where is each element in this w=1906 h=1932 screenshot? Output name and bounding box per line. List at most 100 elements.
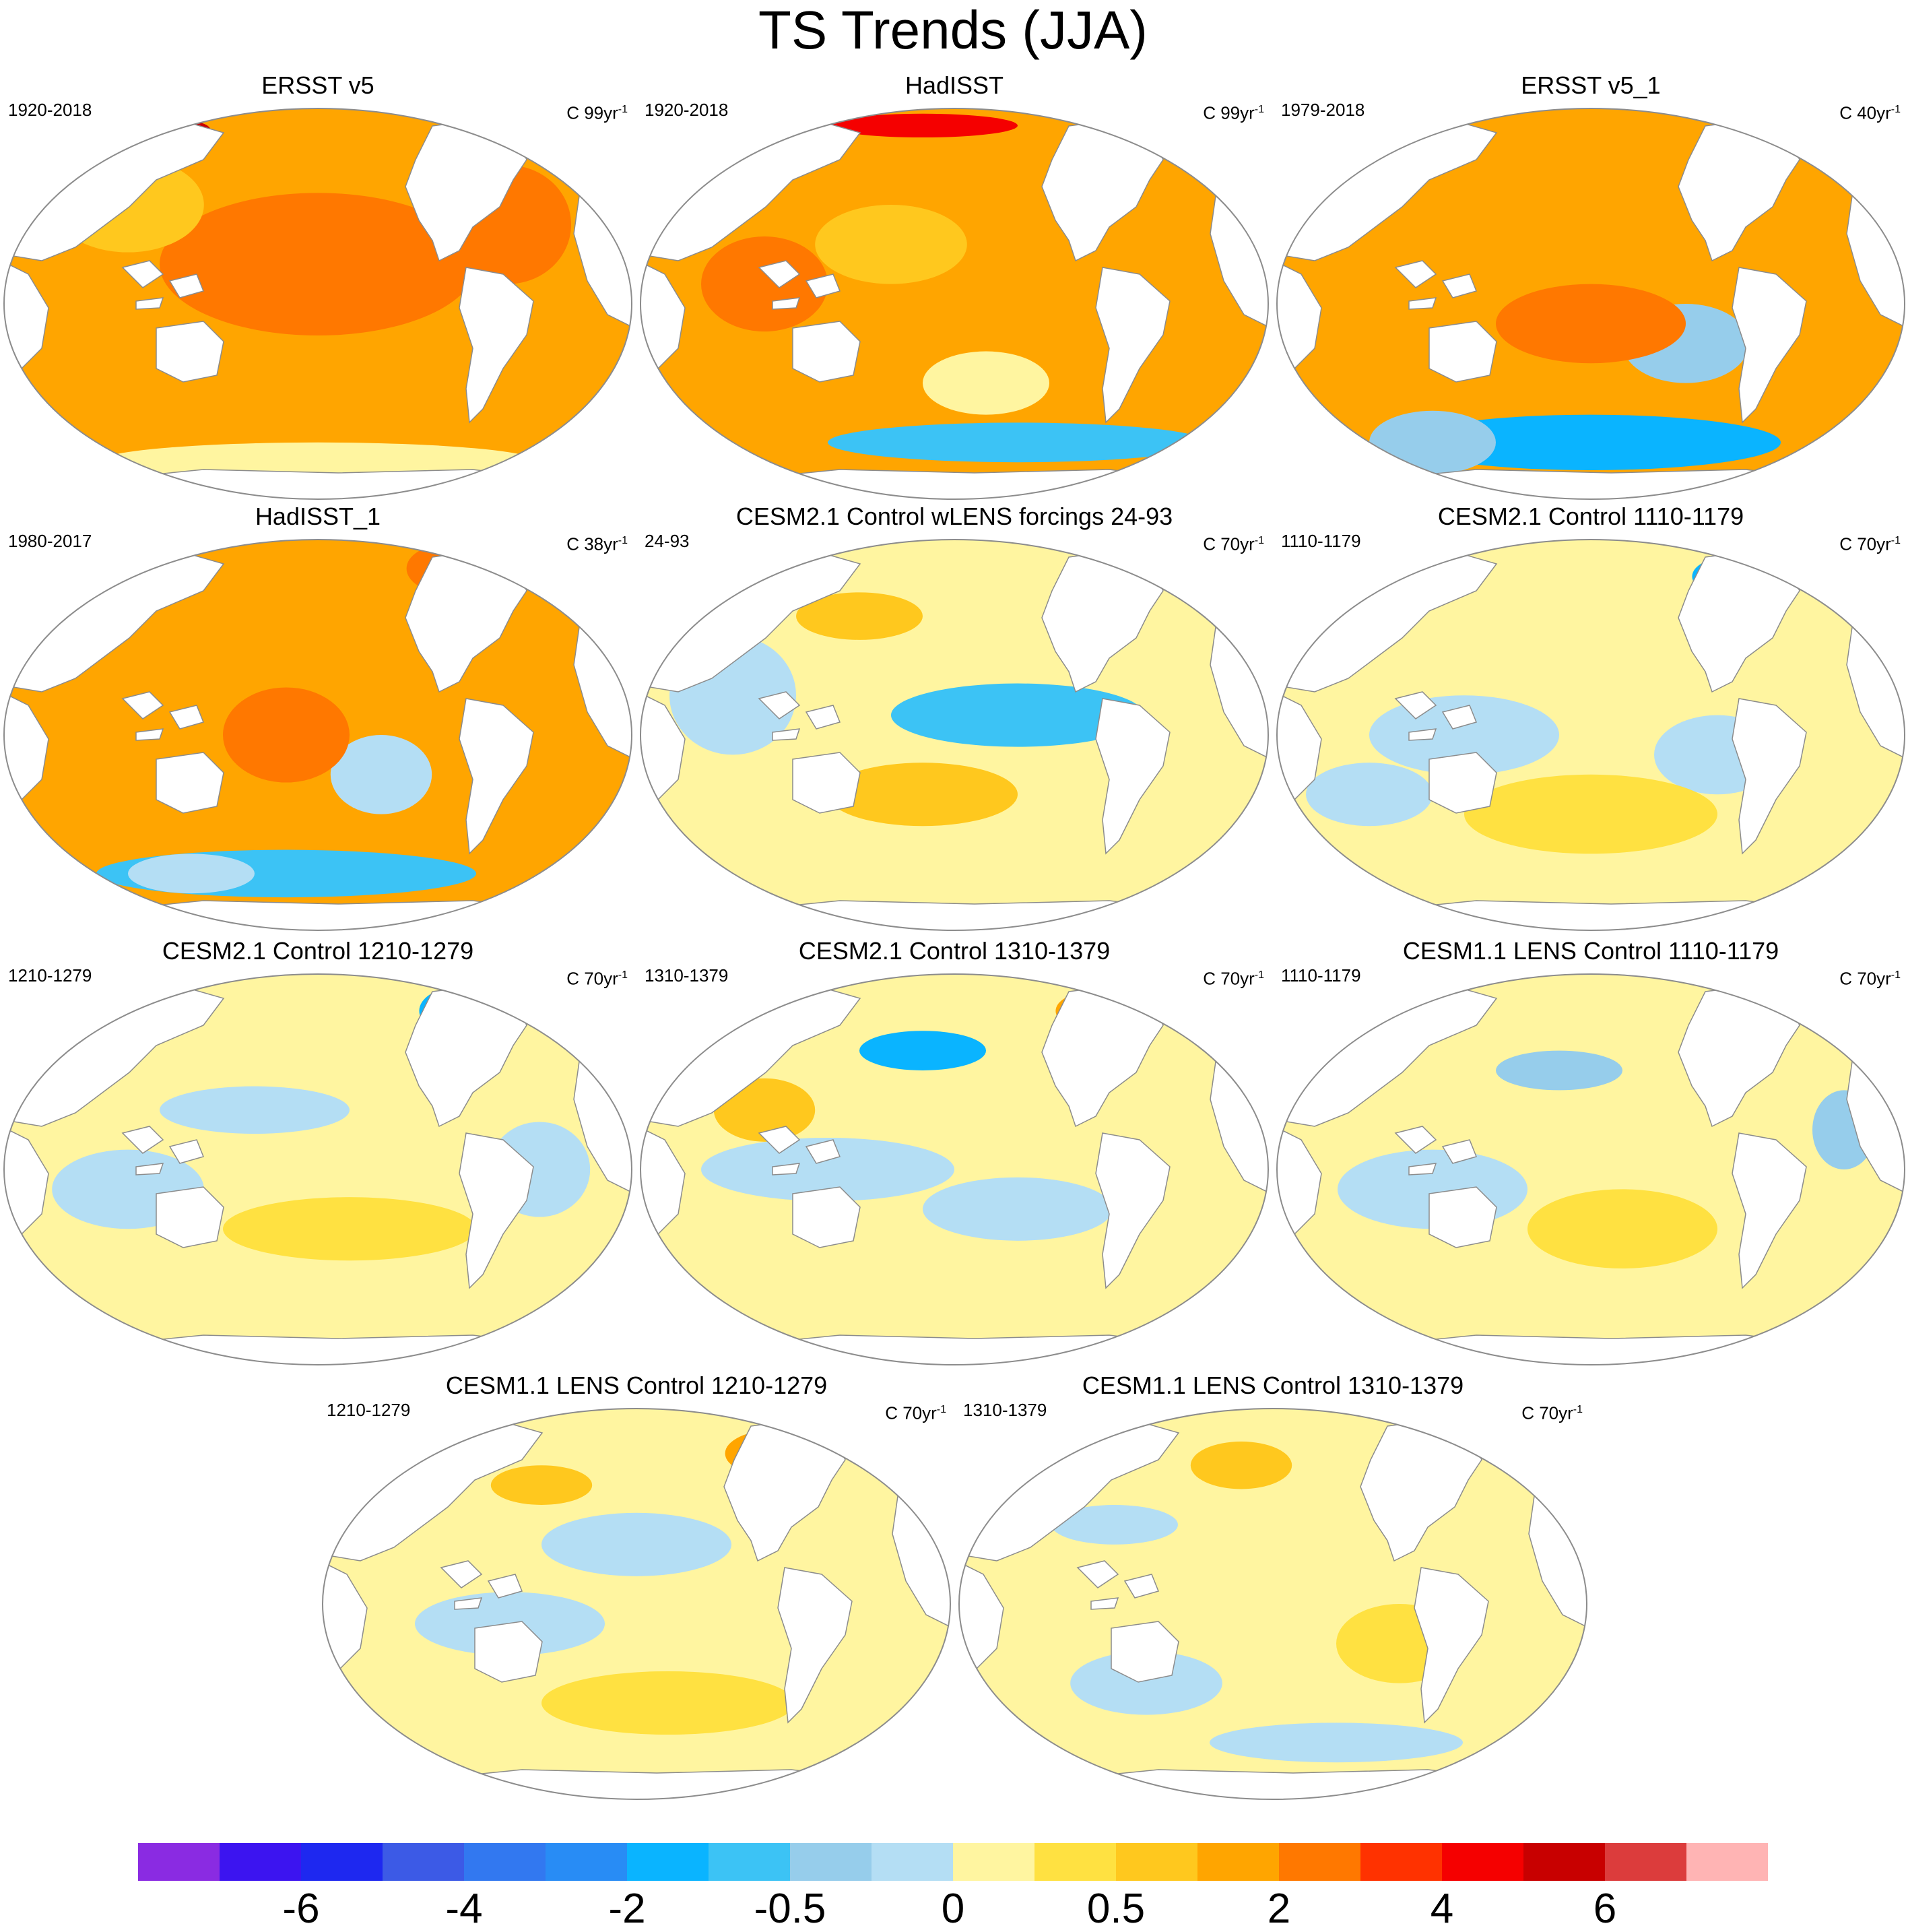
land-mass (156, 752, 224, 814)
panel-units-exponent: -1 (1573, 1404, 1583, 1415)
land-mass (640, 259, 686, 376)
colorbar-swatch (220, 1843, 302, 1881)
panel-units: C 70yr-1 (1839, 530, 1901, 555)
panel-period: 1110-1179 (1281, 965, 1361, 986)
panel-units: C 70yr-1 (1203, 965, 1264, 990)
trend-anomaly-patch (160, 1086, 350, 1134)
colorbar-swatch (953, 1843, 1035, 1881)
panel-title: CESM2.1 Control 1110-1179 (1437, 503, 1744, 530)
robinson-map (640, 973, 1269, 1365)
land-mass (4, 690, 49, 807)
panel-title: HadISST_1 (255, 503, 381, 530)
land-mass (168, 273, 205, 298)
robinson-map (958, 1408, 1587, 1800)
map-border (640, 973, 1269, 1365)
colorbar-labels: -6 -4 -2 -0.5 0 0.5 2 4 6 (138, 1886, 1768, 1932)
panel-units: C 40yr-1 (1839, 99, 1901, 124)
trend-anomaly-patch (1051, 1505, 1178, 1545)
land-mass (758, 260, 801, 288)
map-panel: CESM2.1 Control 1210-1279 1210-1279 C 70yr… (1, 936, 634, 1367)
colorbar-swatch (790, 1843, 872, 1881)
land-mass (1428, 752, 1497, 814)
trend-anomaly-patch (541, 1671, 795, 1735)
trend-anomaly-patch (1369, 410, 1496, 474)
land-mass (772, 297, 801, 310)
land-mass (959, 1559, 1004, 1676)
land-mass (1111, 1621, 1179, 1683)
land-mass (168, 705, 205, 730)
land-mass (640, 690, 686, 807)
land-mass (1441, 705, 1478, 730)
land-mass (440, 1560, 483, 1588)
panel-title: CESM1.1 LENS Control 1210-1279 (445, 1372, 828, 1399)
panel-units-exponent: -1 (618, 969, 628, 981)
colorbar (138, 1843, 1768, 1881)
land-mass (101, 900, 556, 930)
land-mass (1090, 1597, 1119, 1610)
panel-units-text: C 99yr (1203, 102, 1255, 123)
panel-units-text: C 70yr (1839, 534, 1891, 554)
trend-anomaly-patch (828, 422, 1208, 463)
map-panel: ERSST v5 1920-2018 C 99yr-1 (1, 71, 634, 502)
robinson-map (1276, 973, 1905, 1365)
trend-anomaly-patch (1070, 1651, 1222, 1715)
panel-units-exponent: -1 (1891, 969, 1901, 981)
trend-anomaly-patch (541, 1512, 731, 1576)
trend-anomaly-patch (1527, 1189, 1717, 1268)
trend-anomaly-patch (1464, 774, 1717, 854)
map-border (3, 973, 632, 1365)
panel-units-exponent: -1 (1891, 104, 1901, 115)
trend-anomaly-patch (1190, 1441, 1292, 1489)
panel-title: HadISST (905, 71, 1004, 99)
colorbar-swatch (301, 1843, 383, 1881)
trend-anomaly-patch (815, 205, 967, 284)
map-panel: HadISST 1920-2018 C 99yr-1 (638, 71, 1271, 502)
panel-period: 1210-1279 (8, 965, 92, 986)
panel-period: 1210-1279 (327, 1400, 411, 1420)
panel-units-exponent: -1 (1254, 104, 1264, 115)
land-mass (737, 469, 1192, 499)
map-panel: CESM2.1 Control 1110-1179 1110-1179 C 70yr… (1274, 502, 1906, 933)
land-mass (1095, 698, 1171, 855)
land-mass (135, 1163, 164, 1176)
robinson-map (3, 973, 632, 1365)
colorbar-swatch (709, 1843, 791, 1881)
trend-anomaly-patch (160, 193, 476, 336)
colorbar-swatch (872, 1843, 954, 1881)
panel-units-text: C 40yr (1839, 102, 1891, 123)
land-mass (135, 728, 164, 741)
robinson-map (1276, 539, 1905, 931)
colorbar-tick-label: -0.5 (754, 1886, 826, 1932)
panel-units-text: C 70yr (885, 1403, 937, 1423)
land-mass (1277, 690, 1322, 807)
panel-units-exponent: -1 (1891, 535, 1901, 546)
panel-period: 1920-2018 (8, 100, 92, 120)
trend-anomaly-patch (796, 592, 923, 640)
map-panel: CESM1.1 LENS Control 1110-1179 1110-1179 C… (1274, 936, 1906, 1367)
land-mass (792, 752, 861, 814)
land-mass (792, 1186, 861, 1248)
land-mass (420, 1769, 874, 1799)
colorbar-tick-label: -4 (445, 1886, 483, 1932)
colorbar-tick-label: -2 (608, 1886, 646, 1932)
map-panel: ERSST v5_1 1979-2018 C 40yr-1 (1274, 71, 1906, 502)
land-mass (772, 728, 801, 741)
land-mass (135, 297, 164, 310)
land-mass (777, 1567, 853, 1724)
panel-period: 1310-1379 (645, 965, 729, 986)
panel-units-text: C 70yr (1203, 534, 1255, 554)
trend-anomaly-patch (223, 687, 350, 783)
land-mass (454, 1597, 483, 1610)
colorbar-tick-label: 2 (1267, 1886, 1291, 1932)
land-mass (4, 259, 49, 376)
trend-anomaly-patch (1306, 763, 1433, 827)
panel-units: C 99yr-1 (1203, 99, 1264, 124)
panel-units-exponent: -1 (936, 1404, 946, 1415)
land-mass (1095, 267, 1171, 424)
trend-anomaly-patch (923, 351, 1049, 415)
panel-units-exponent: -1 (618, 104, 628, 115)
land-mass (459, 1132, 534, 1289)
colorbar-swatch (1034, 1843, 1117, 1881)
trend-anomaly-patch (330, 735, 432, 814)
map-border (1276, 108, 1905, 500)
